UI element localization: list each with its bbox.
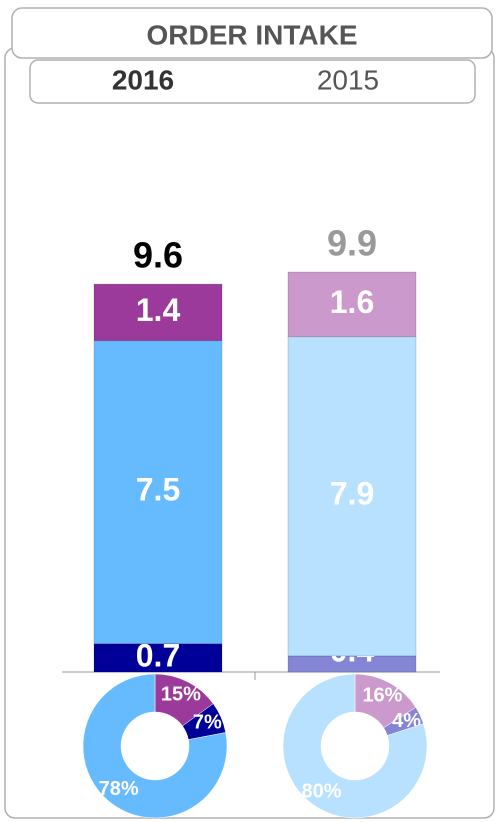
title-box: [11, 7, 493, 59]
donut-label: 7%: [193, 712, 222, 734]
tab-box: [29, 59, 476, 104]
total-label: 9.9: [327, 223, 377, 264]
donut-label: 16%: [362, 684, 402, 706]
tab-label: 2015: [317, 64, 379, 95]
donut-segment: [282, 673, 428, 819]
segment-label: 7.9: [330, 476, 374, 512]
donut-label: 78%: [99, 778, 139, 800]
donut-segment: [82, 673, 228, 819]
bar-segment: [93, 340, 223, 645]
bar-segment: [287, 336, 417, 657]
total-label: 9.6: [133, 235, 183, 276]
frame: [4, 47, 495, 819]
segment-label: 1.6: [330, 284, 374, 320]
chart-title: ORDER INTAKE: [146, 19, 357, 50]
segment-label: 1.4: [136, 292, 181, 328]
donut-label: 80%: [301, 780, 341, 802]
bar-segment: [93, 283, 223, 342]
bar-segment: [93, 643, 223, 673]
segment-label: 7.5: [136, 472, 180, 508]
donut-label: 4%: [392, 710, 421, 732]
bar-segment: [287, 271, 417, 338]
donut-label: 15%: [161, 683, 201, 705]
tab-label: 2016: [112, 64, 174, 95]
